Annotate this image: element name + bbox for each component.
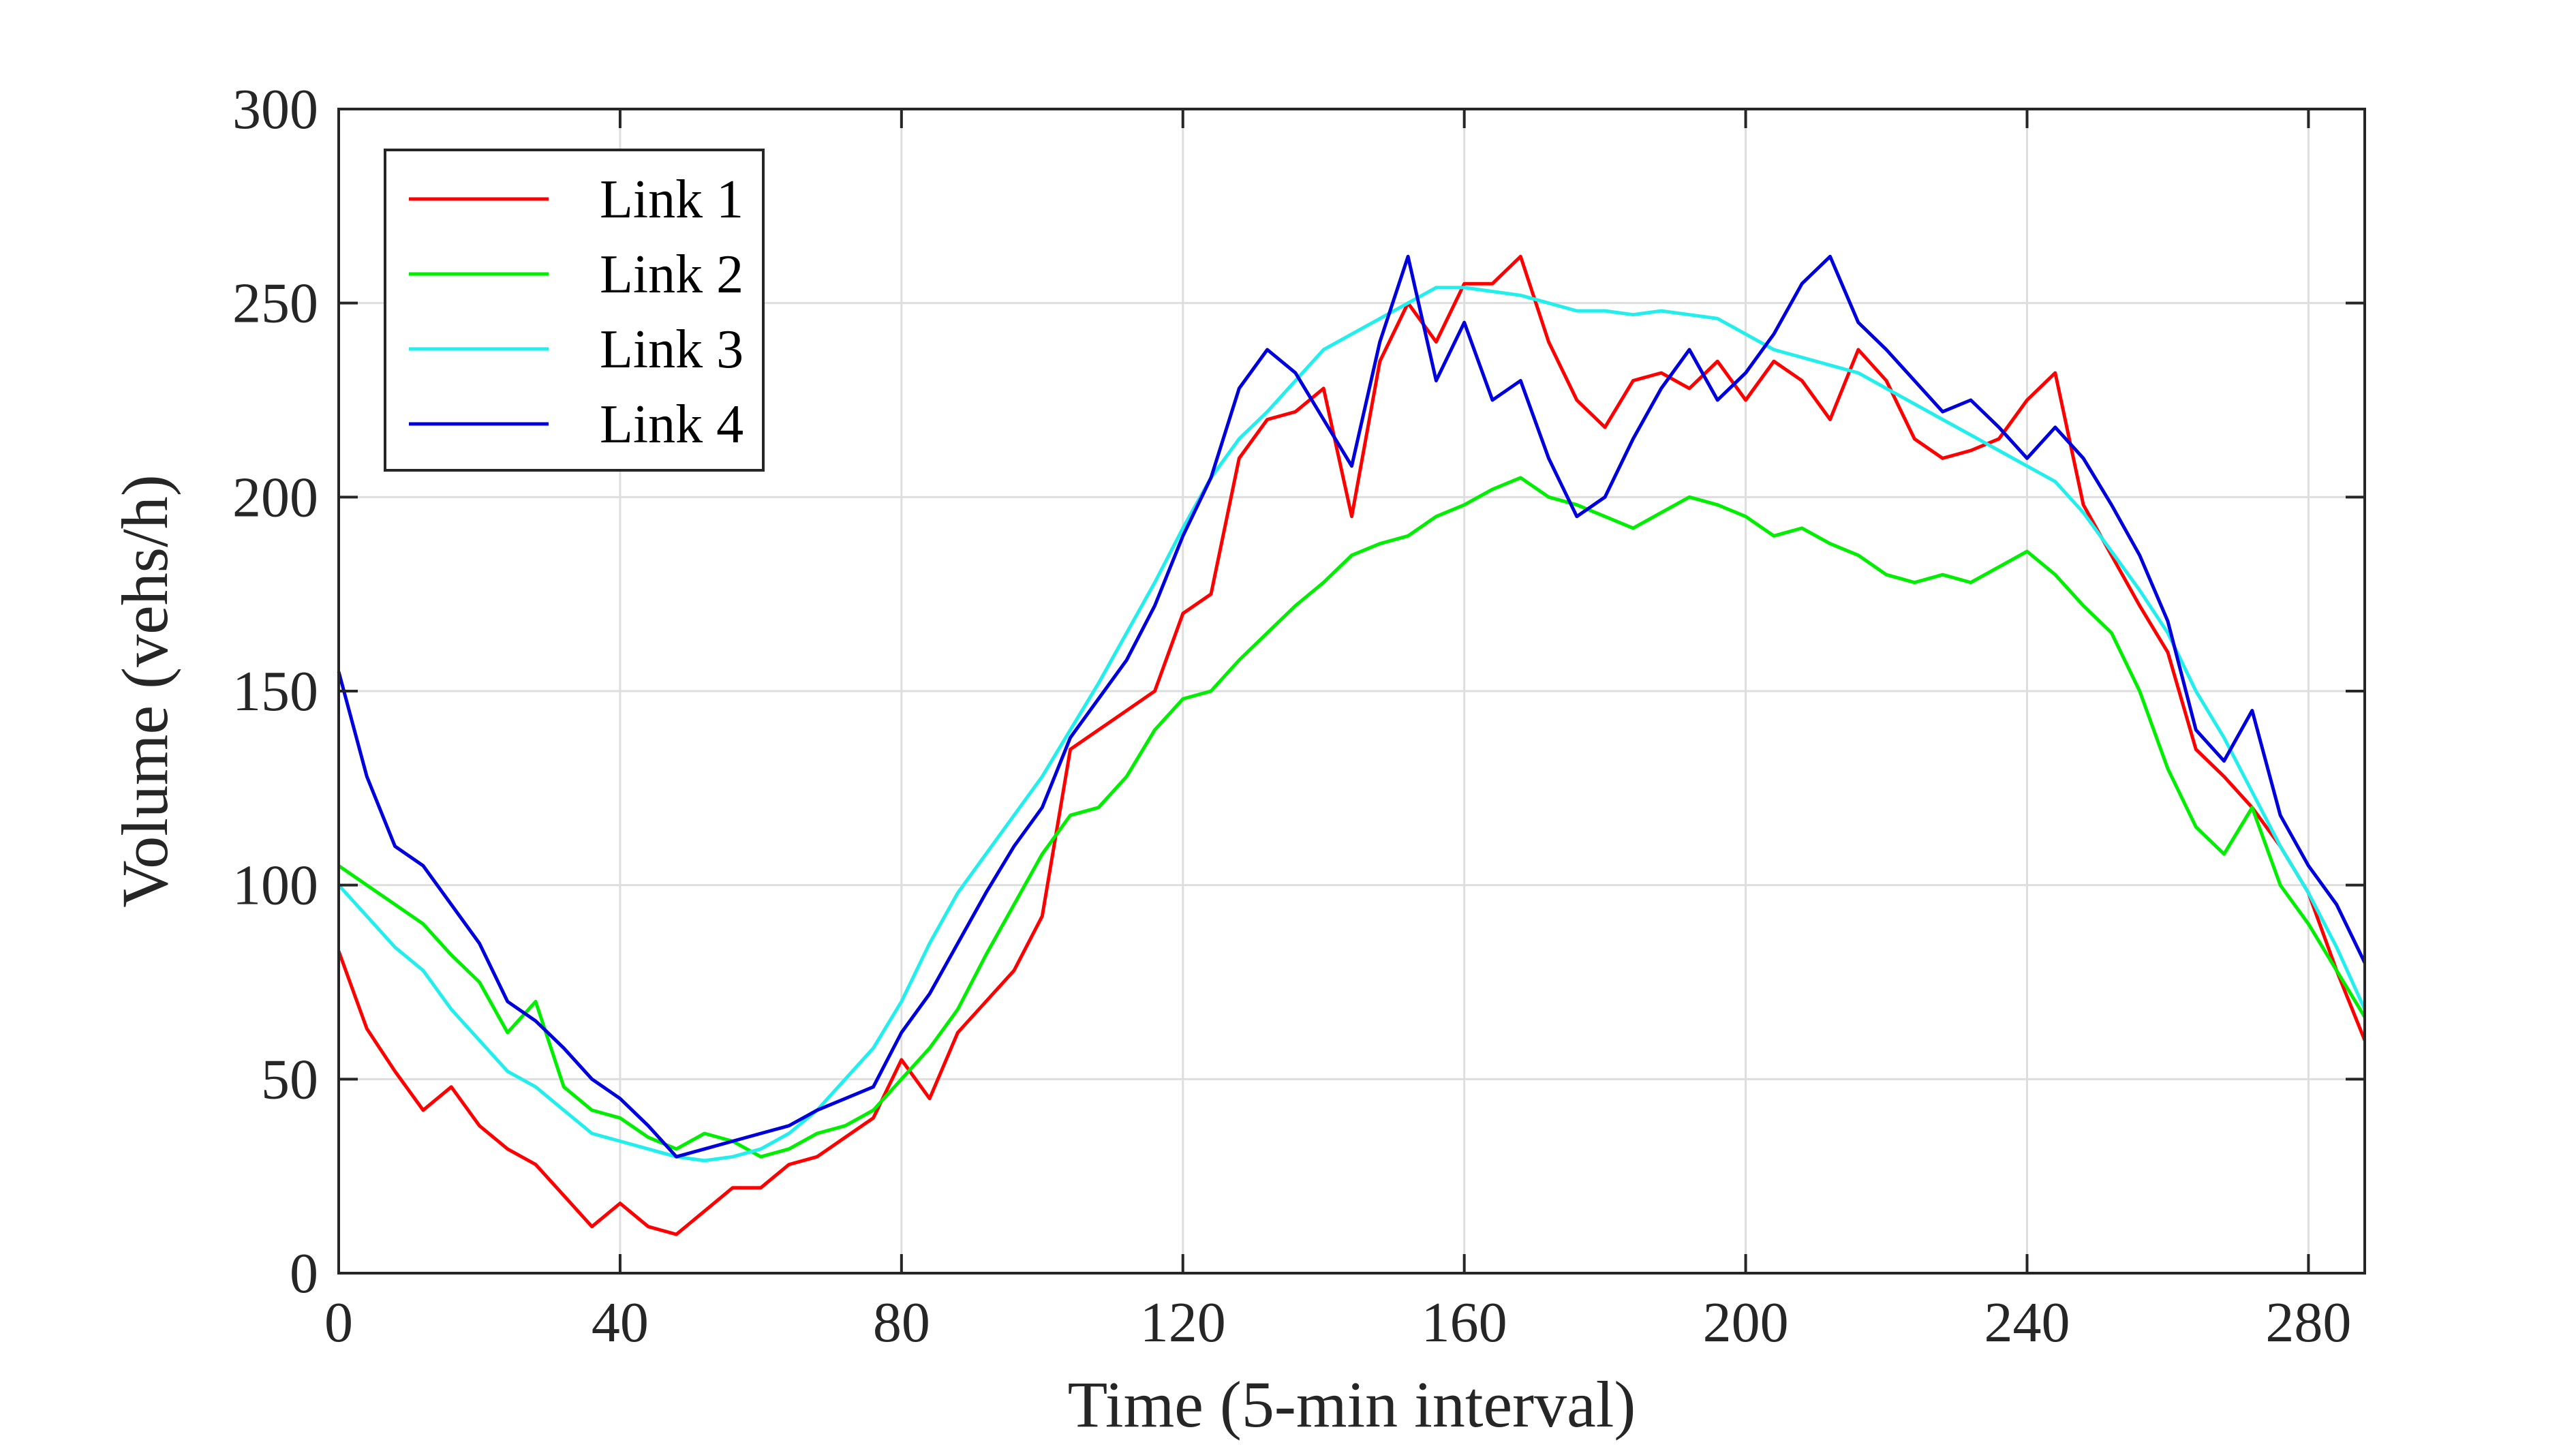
y-tick-label: 0 [290,1242,318,1305]
legend: Link 1 Link 2 Link 3 Link 4 [384,149,765,472]
legend-label: Link 4 [600,395,743,455]
legend-label: Link 2 [600,245,743,305]
legend-label: Link 3 [600,320,743,380]
x-tick-label: 40 [592,1291,649,1354]
series-line-link-2 [337,476,2367,1159]
x-tick-label: 160 [1422,1291,1507,1354]
x-tick-label: 0 [324,1291,353,1354]
y-tick-label: 250 [232,272,318,335]
legend-label: Link 1 [600,170,743,230]
y-tick-label: 150 [232,660,318,723]
y-tick-label: 300 [232,78,318,141]
x-tick-label: 280 [2265,1291,2351,1354]
grid [337,108,2365,1275]
ticks [337,108,2365,1275]
y-tick-labels: 0 50 100 150 200 250 300 [232,78,318,1305]
y-tick-label: 100 [232,854,318,917]
y-tick-label: 50 [261,1048,318,1111]
x-axis-title: Time (5-min interval) [1068,1368,1636,1441]
series-layer [337,254,2367,1236]
x-tick-label: 240 [1984,1291,2070,1354]
y-axis-title: Volume (vehs/h) [108,474,181,907]
series-line-link-1 [337,254,2367,1236]
legend-box [384,149,765,472]
x-tick-label: 200 [1703,1291,1789,1354]
x-tick-label: 80 [873,1291,930,1354]
y-tick-label: 200 [232,466,318,529]
x-tick-labels: 0 40 80 120 160 200 240 280 [324,1291,2351,1354]
x-tick-label: 120 [1140,1291,1226,1354]
series-line-link-4 [337,254,2367,1159]
